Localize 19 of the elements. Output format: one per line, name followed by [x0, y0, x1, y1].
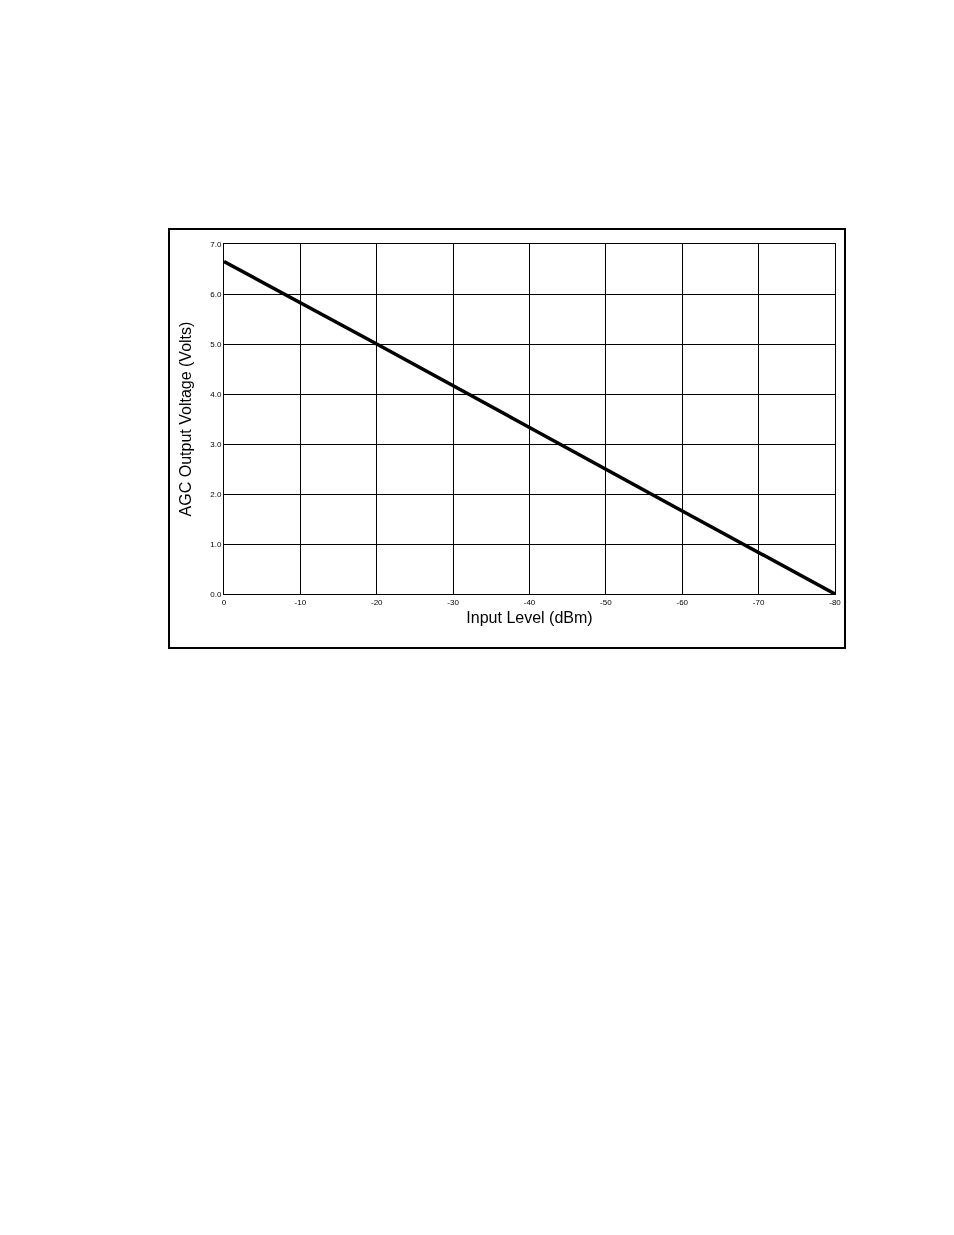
y-tick-label: 1.0: [210, 539, 222, 549]
y-tick-label: 7.0: [210, 239, 222, 249]
x-tick-label: -40: [523, 597, 536, 607]
x-tick-label: -70: [752, 597, 765, 607]
x-tick-label: -20: [370, 597, 384, 607]
x-tick-label: -60: [676, 597, 689, 607]
x-tick-label: -80: [829, 597, 842, 607]
y-tick-label: 4.0: [210, 389, 222, 399]
y-tick-label: 6.0: [210, 289, 222, 299]
x-tick-label: -50: [600, 597, 613, 607]
y-tick-label: 2.0: [210, 489, 222, 499]
x-tick-label: -30: [447, 597, 460, 607]
y-tick-label: 5.0: [210, 339, 222, 349]
x-tick-label: -10: [294, 597, 307, 607]
x-tick-label: 0: [221, 597, 227, 607]
x-axis-title: Input Level (dBm): [466, 609, 593, 627]
y-axis-title: AGC Output Voltage (Volts): [177, 321, 195, 517]
y-tick-label: 0.0: [210, 589, 222, 599]
y-tick-label: 3.0: [210, 439, 222, 449]
